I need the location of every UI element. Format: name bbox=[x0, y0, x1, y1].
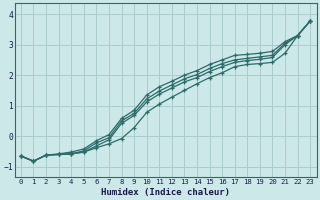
X-axis label: Humidex (Indice chaleur): Humidex (Indice chaleur) bbox=[101, 188, 230, 197]
